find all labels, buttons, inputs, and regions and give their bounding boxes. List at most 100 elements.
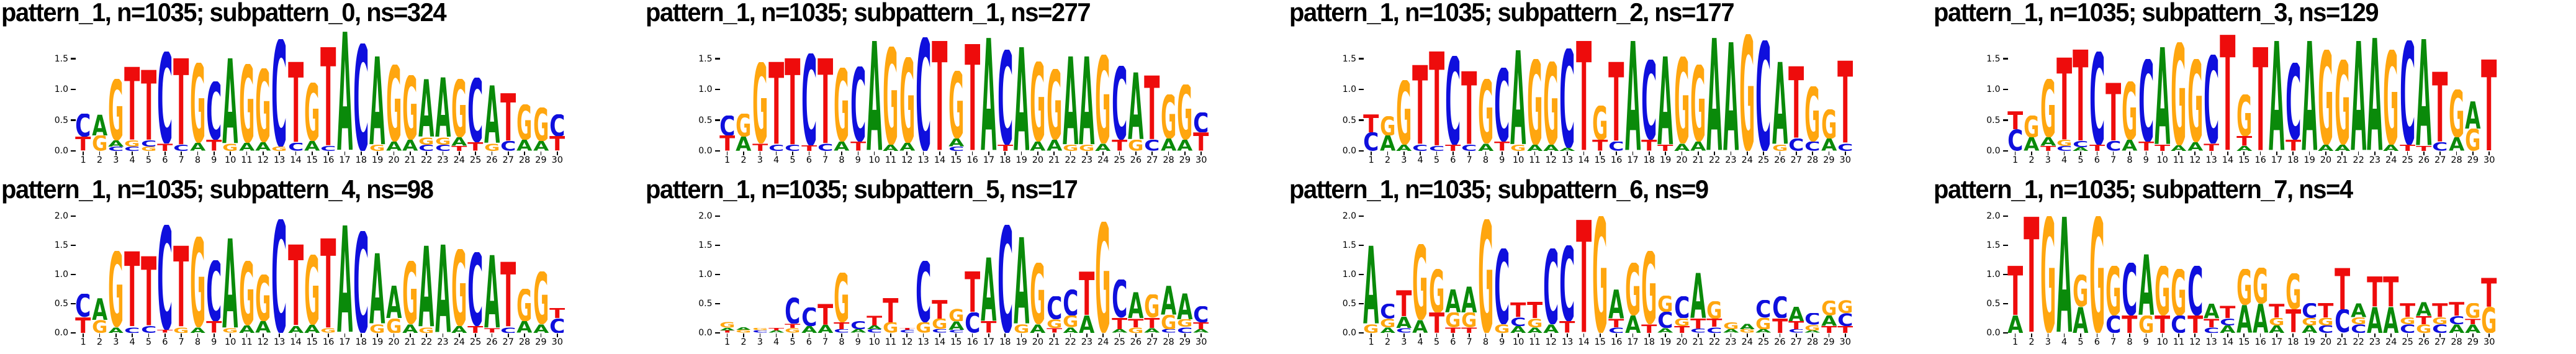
x-axis-tick-mark	[426, 152, 427, 155]
logo-letter-G: G	[173, 327, 189, 333]
y-axis-tick-label: 1.0	[698, 84, 713, 94]
logo-letter-A: A	[1674, 143, 1690, 151]
logo-letter-glyph: C	[1559, 48, 1575, 148]
x-axis-tick-label: 28	[2451, 337, 2462, 347]
x-axis-tick-mark	[1020, 152, 1022, 155]
logo-letter-glyph: A	[2073, 147, 2088, 151]
logo-letter-glyph: A	[981, 37, 996, 151]
logo-letter-T: T	[2138, 142, 2154, 151]
logo-letter-T: T	[2073, 49, 2089, 142]
x-axis-tick-mark	[409, 334, 411, 337]
logo-letter-glyph: A	[1014, 237, 1029, 324]
x-axis-tick-mark	[841, 152, 842, 155]
logo-letter-A: A	[2040, 137, 2056, 146]
x-axis-tick-label: 16	[966, 155, 978, 165]
logo-letter-A: A	[2302, 325, 2318, 333]
logo-plot: 0.0 0.5 1.0 1.5 1 C T 2 A G 3 T A G 4 C G T 5 A C T 6 T C 7 C T 8 A G 9…	[1932, 0, 2576, 177]
x-axis-tick-label: 25	[2402, 337, 2413, 347]
logo-letter-glyph: G	[1128, 140, 1143, 151]
logo-letter-glyph: A	[850, 329, 866, 333]
logo-letter-glyph: A	[2449, 324, 2464, 333]
logo-letter-glyph: G	[1625, 263, 1641, 315]
x-axis-tick-mark	[1135, 152, 1137, 155]
x-axis-tick-mark	[1151, 152, 1153, 155]
logo-letter-T: T	[288, 244, 304, 326]
x-axis-tick-label: 23	[1725, 155, 1737, 165]
logo-letter-glyph: A	[899, 143, 915, 151]
logo-letter-G: G	[1030, 61, 1046, 142]
logo-letter-C: C	[288, 143, 304, 151]
x-axis-tick-label: 3	[113, 155, 119, 165]
logo-letter-glyph: T	[320, 47, 336, 146]
y-axis-tick-label: 2.0	[1342, 211, 1356, 221]
logo-letter-glyph: G	[752, 328, 768, 330]
logo-letter-glyph: T	[320, 238, 336, 329]
logo-letter-A: A	[1412, 320, 1428, 333]
logo-letter-glyph: T	[883, 298, 898, 322]
logo-letter-C: C	[998, 225, 1014, 333]
logo-letter-glyph: G	[222, 328, 238, 333]
logo-letter-G: G	[1706, 301, 1723, 319]
x-axis-tick-mark	[491, 334, 493, 337]
logo-letter-T: T	[1690, 319, 1706, 329]
logo-plot: 0.0 0.5 1.0 1.5 1 C T 2 A G 3 A G 4 C T 5 C T 6 T C 7 C T 8 A G 9 T C 1…	[1288, 0, 1932, 177]
logo-letter-glyph: T	[76, 317, 91, 333]
logo-letter-glyph: A	[768, 330, 784, 333]
logo-letter-G: G	[2335, 60, 2351, 145]
logo-letter-G: G	[1047, 69, 1063, 140]
x-axis-tick-mark	[507, 152, 509, 155]
logo-letter-glyph: G	[2433, 317, 2448, 324]
x-axis-tick-label: 16	[2254, 155, 2266, 165]
x-axis-tick-mark	[2276, 334, 2277, 337]
logo-letter-A: A	[2007, 315, 2024, 333]
logo-letter-C: C	[2089, 52, 2105, 145]
x-axis-tick-label: 6	[1450, 155, 1456, 165]
logo-letter-glyph: C	[1772, 296, 1788, 319]
logo-letter-glyph: A	[2351, 303, 2366, 317]
x-axis-tick-mark	[2031, 152, 2032, 155]
logo-letter-T: T	[549, 136, 565, 151]
x-axis-tick-label: 9	[1499, 155, 1505, 165]
logo-letter-glyph: T	[834, 322, 849, 329]
x-axis-tick-label: 25	[1114, 155, 1125, 165]
x-axis-tick-label: 26	[486, 155, 498, 165]
logo-letter-glyph: C	[1674, 296, 1690, 319]
x-axis-tick-label: 23	[437, 155, 449, 165]
x-axis-tick-mark	[890, 334, 891, 337]
x-axis-tick-mark	[1502, 152, 1503, 155]
x-axis-tick-mark	[759, 152, 761, 155]
logo-letter-glyph: G	[1543, 61, 1559, 145]
x-axis-tick-mark	[2031, 334, 2032, 337]
x-axis-tick-label: 26	[1774, 337, 1786, 347]
x-axis-tick-mark	[1632, 152, 1634, 155]
x-axis-tick-mark	[540, 152, 542, 155]
logo-letter-glyph: T	[2155, 145, 2170, 151]
logo-letter-glyph: G	[92, 135, 107, 151]
logo-letter-glyph: A	[1063, 327, 1078, 333]
x-axis-tick-mark	[230, 334, 231, 337]
logo-letter-glyph: A	[801, 326, 817, 333]
logo-letter-A: A	[304, 141, 320, 151]
logo-plot: 0.0 0.5 1.0 1.5 2.0 1 T A G 2 G A 3 C G 4 A T 5 G T C 6 A C 7 A T 8 C…	[644, 177, 1288, 354]
logo-letter-glyph: A	[1510, 326, 1526, 333]
x-axis-tick-label: 10	[1512, 155, 1524, 165]
logo-letter-glyph: T	[801, 145, 817, 151]
logo-letter-G: G	[369, 145, 385, 151]
x-axis-tick-label: 28	[1163, 155, 1174, 165]
logo-letter-glyph: G	[92, 320, 107, 333]
x-axis-tick-mark	[2488, 152, 2490, 155]
y-axis-tick-mark	[1359, 88, 1364, 91]
logo-letter-A: A	[2138, 254, 2155, 315]
x-axis-tick-label: 12	[257, 337, 269, 347]
logo-letter-glyph: T	[2073, 49, 2088, 142]
logo-letter-glyph: T	[1128, 319, 1143, 327]
logo-letter-glyph: G	[1030, 263, 1045, 324]
logo-letter-glyph: C	[1194, 112, 1209, 133]
logo-letter-glyph: G	[108, 251, 124, 327]
logo-letter-T: T	[2335, 268, 2351, 310]
logo-letter-glyph: C	[2187, 266, 2203, 315]
logo-letter-glyph: G	[1478, 79, 1493, 143]
y-axis-tick-label: 0.5	[1342, 115, 1356, 125]
logo-letter-G: G	[2351, 317, 2367, 324]
